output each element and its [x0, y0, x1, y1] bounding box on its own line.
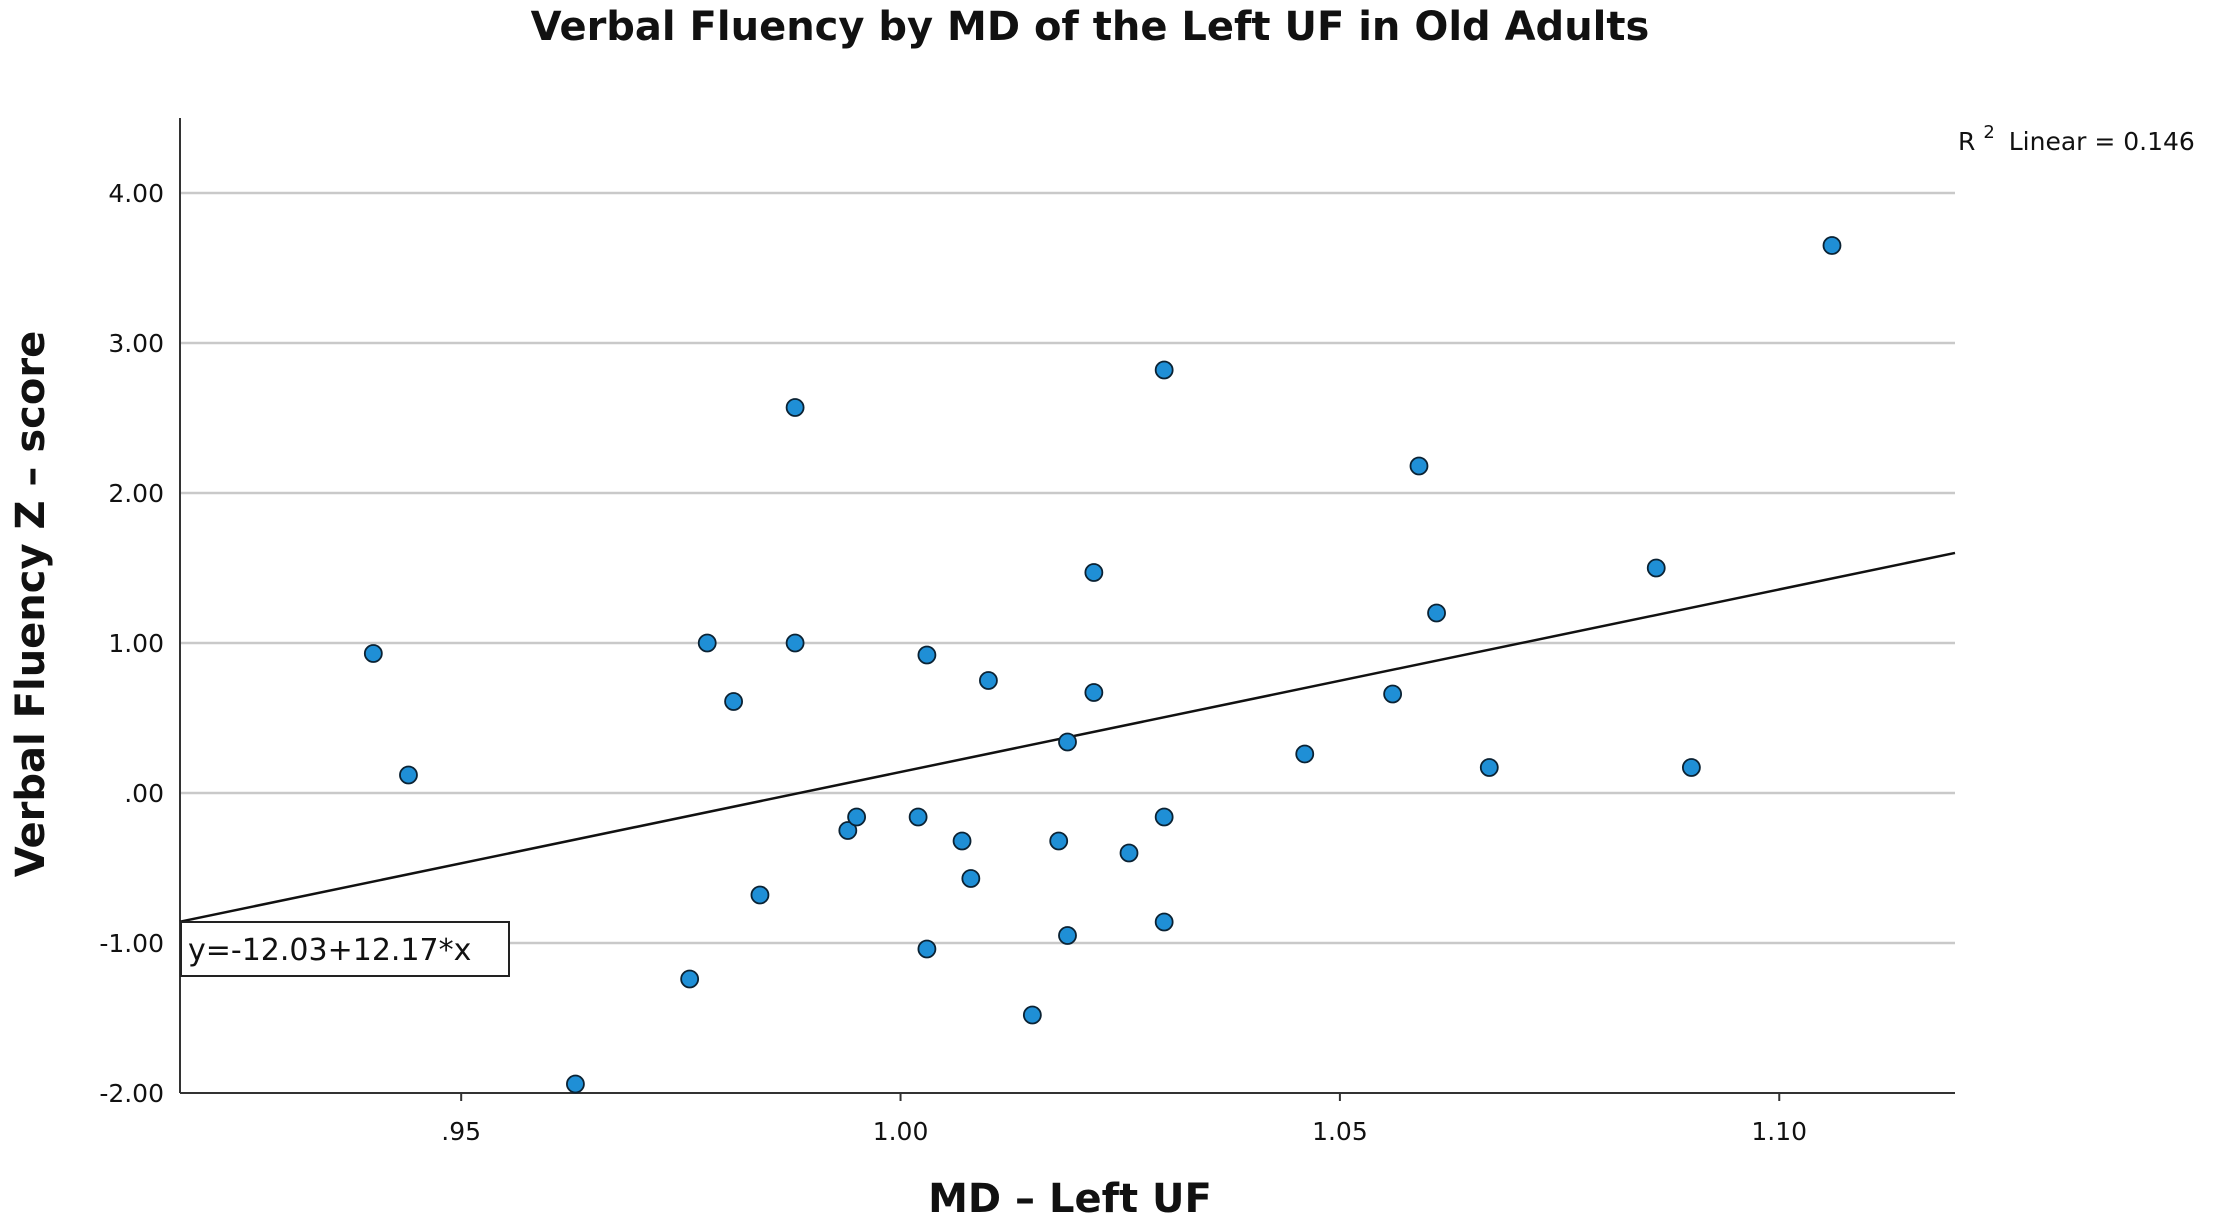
data-point: [847, 807, 867, 827]
data-point: [1409, 456, 1429, 476]
r2-prefix: R: [1958, 127, 1975, 156]
data-point: [1022, 1005, 1042, 1025]
data-point: [785, 633, 805, 653]
data-point: [1084, 683, 1104, 702]
data-point: [1646, 558, 1666, 578]
data-point: [1295, 744, 1315, 764]
y-tick-label: 2.00: [108, 479, 164, 508]
r2-value: Linear = 0.146: [2009, 127, 2195, 156]
x-axis-label: MD – Left UF: [928, 1176, 1212, 1222]
r2-annotation: R 2 Linear = 0.146: [1958, 115, 2195, 156]
data-point: [961, 869, 981, 888]
data-point: [750, 885, 770, 905]
data-point: [1822, 236, 1842, 255]
data-point: [1479, 758, 1499, 777]
x-tick-label: 1.10: [1751, 1117, 1807, 1146]
r2-superscript: 2: [1983, 122, 1994, 143]
data-point: [724, 692, 743, 711]
data-point: [1084, 563, 1104, 582]
data-point: [1154, 912, 1174, 932]
y-tick-label: 3.00: [108, 329, 164, 358]
data-point: [697, 633, 717, 653]
y-tick-label: -1.00: [99, 929, 164, 958]
y-tick-label: 4.00: [108, 179, 164, 208]
equation-box: [180, 921, 510, 977]
data-point: [979, 671, 998, 690]
data-point: [838, 821, 858, 840]
data-point: [917, 645, 937, 665]
data-point: [363, 644, 383, 663]
data-point: [952, 831, 972, 851]
y-tick-label: 1.00: [108, 629, 164, 658]
y-tick-label: .00: [124, 779, 164, 808]
data-point: [1058, 926, 1077, 945]
x-tick-label: 1.00: [873, 1117, 929, 1146]
data-point: [917, 939, 937, 959]
y-tick-labels: -2.00 -1.00 .00 1.00 2.00 3.00 4.00: [99, 179, 164, 1108]
data-point: [785, 398, 805, 417]
data-point: [1383, 684, 1403, 704]
y-tick-label: -2.00: [99, 1079, 164, 1108]
equation-label: y=-12.03+12.17*x: [188, 933, 471, 968]
data-point: [1058, 732, 1077, 752]
data-point: [1154, 360, 1174, 380]
data-point: [1427, 603, 1446, 623]
data-point: [566, 1074, 585, 1094]
x-tick-labels: .95 1.00 1.05 1.10: [441, 1093, 1807, 1146]
data-point: [908, 807, 928, 827]
data-point: [1154, 807, 1174, 827]
data-point: [1119, 843, 1139, 863]
equation-label-group: y=-12.03+12.17*x: [180, 921, 510, 977]
x-tick-label: .95: [441, 1117, 481, 1146]
y-axis-label: Verbal Fluency Z – score: [8, 331, 54, 877]
data-point: [680, 969, 700, 989]
data-point: [1049, 831, 1069, 851]
data-points: [363, 236, 1842, 1094]
x-tick-label: 1.05: [1312, 1117, 1368, 1146]
data-point: [399, 765, 418, 785]
chart-title: Verbal Fluency by MD of the Left UF in O…: [531, 4, 1650, 50]
gridlines: [180, 191, 1955, 945]
data-point: [1681, 758, 1701, 777]
